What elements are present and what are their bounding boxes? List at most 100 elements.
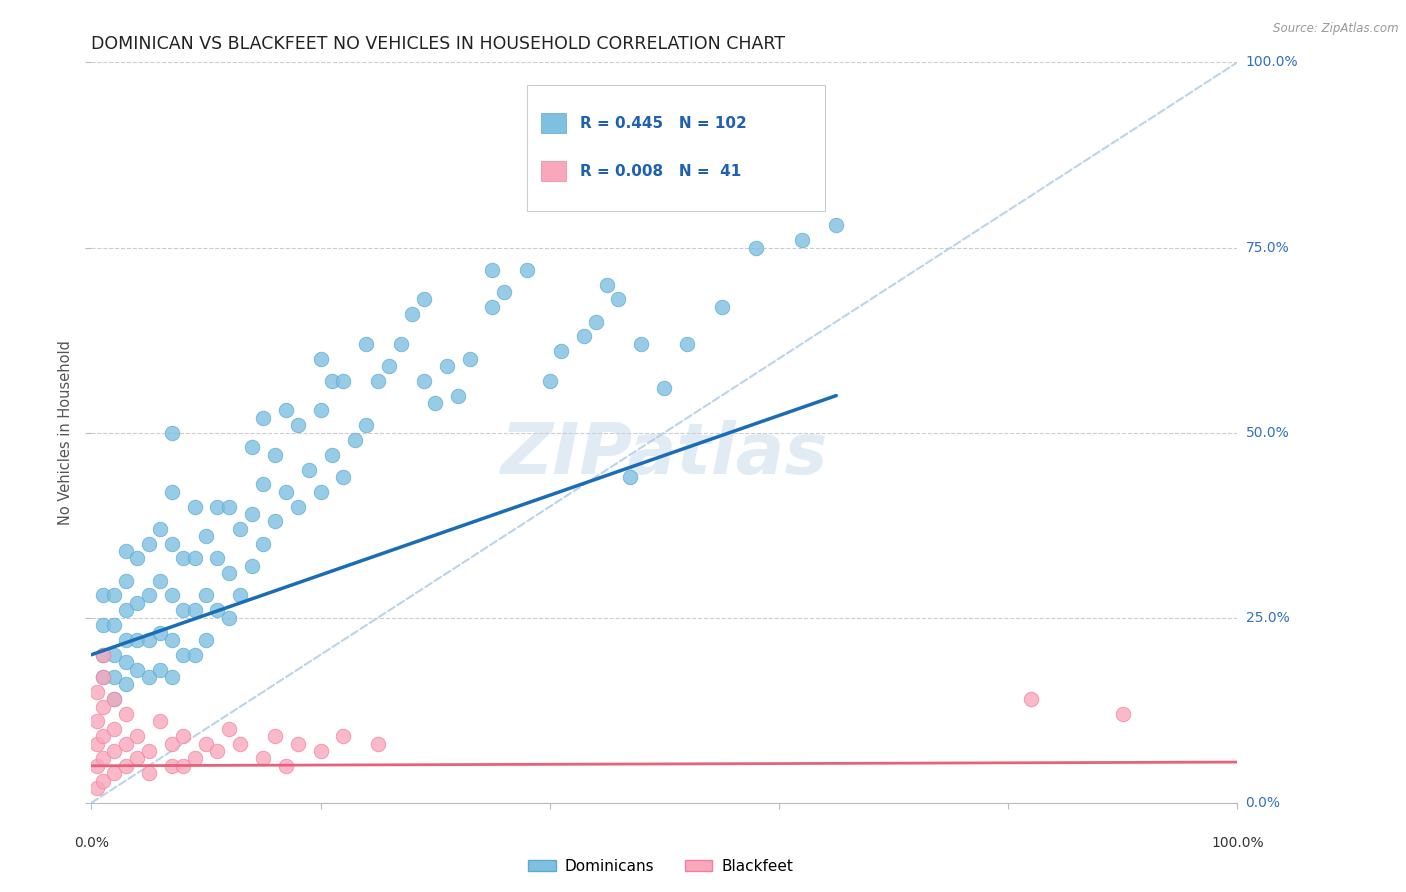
Text: ZIPatlas: ZIPatlas — [501, 420, 828, 490]
Point — [276, 403, 298, 417]
Point — [114, 677, 136, 691]
Point — [825, 219, 848, 233]
Text: Source: ZipAtlas.com: Source: ZipAtlas.com — [1274, 22, 1399, 36]
Point — [218, 610, 240, 624]
Point — [172, 603, 194, 617]
Point — [240, 441, 263, 455]
Point — [127, 632, 149, 647]
Point — [550, 344, 572, 359]
Point — [572, 329, 595, 343]
Point — [218, 500, 240, 514]
Point — [252, 536, 274, 550]
Text: 75.0%: 75.0% — [1246, 241, 1289, 254]
Point — [194, 632, 217, 647]
Point — [481, 262, 503, 277]
Point — [356, 336, 378, 351]
Point — [309, 744, 332, 758]
Point — [114, 706, 136, 721]
Point — [492, 285, 515, 299]
Point — [103, 692, 125, 706]
Point — [207, 551, 229, 566]
Point — [458, 351, 481, 366]
Point — [229, 589, 252, 603]
Point — [276, 484, 298, 499]
Point — [91, 670, 114, 684]
Text: 0.0%: 0.0% — [1246, 796, 1281, 810]
Point — [183, 500, 205, 514]
Point — [263, 448, 285, 462]
Point — [481, 300, 503, 314]
Point — [91, 618, 114, 632]
Point — [138, 632, 160, 647]
Point — [229, 522, 252, 536]
FancyBboxPatch shape — [527, 85, 825, 211]
Point — [367, 374, 389, 388]
Text: 100.0%: 100.0% — [1246, 55, 1298, 70]
Point — [172, 551, 194, 566]
Point — [91, 729, 114, 743]
Text: R = 0.445   N = 102: R = 0.445 N = 102 — [579, 115, 747, 130]
Point — [1111, 706, 1133, 721]
Point — [298, 462, 321, 476]
Point — [309, 351, 332, 366]
Point — [103, 692, 125, 706]
Point — [207, 744, 229, 758]
Point — [332, 470, 354, 484]
Point — [138, 589, 160, 603]
Point — [436, 359, 458, 373]
Point — [160, 536, 183, 550]
Point — [252, 410, 274, 425]
Point — [138, 670, 160, 684]
Point — [710, 300, 733, 314]
Text: R = 0.008   N =  41: R = 0.008 N = 41 — [579, 163, 741, 178]
Point — [332, 729, 354, 743]
Point — [630, 336, 652, 351]
Point — [309, 484, 332, 499]
Point — [127, 551, 149, 566]
Text: 50.0%: 50.0% — [1246, 425, 1289, 440]
Point — [91, 589, 114, 603]
Point — [160, 425, 183, 440]
Point — [183, 603, 205, 617]
Point — [114, 544, 136, 558]
Point — [676, 336, 699, 351]
Point — [160, 737, 183, 751]
Point — [194, 589, 217, 603]
Point — [91, 751, 114, 765]
Point — [423, 396, 446, 410]
Point — [149, 625, 172, 640]
Point — [114, 632, 136, 647]
Point — [218, 566, 240, 581]
Text: 25.0%: 25.0% — [1246, 611, 1289, 624]
Point — [91, 773, 114, 788]
Point — [149, 663, 172, 677]
Point — [127, 729, 149, 743]
Point — [1019, 692, 1042, 706]
Point — [127, 596, 149, 610]
Point — [207, 500, 229, 514]
Text: 0.0%: 0.0% — [75, 836, 108, 850]
Point — [240, 507, 263, 521]
Point — [207, 603, 229, 617]
Point — [183, 648, 205, 662]
Point — [103, 618, 125, 632]
Point — [183, 551, 205, 566]
Legend: Dominicans, Blackfeet: Dominicans, Blackfeet — [522, 853, 800, 880]
Point — [309, 403, 332, 417]
Point — [149, 522, 172, 536]
Point — [412, 293, 434, 307]
Point — [91, 648, 114, 662]
Point — [229, 737, 252, 751]
Point — [172, 648, 194, 662]
Point — [263, 515, 285, 529]
Point — [86, 714, 108, 729]
Point — [183, 751, 205, 765]
Point — [86, 758, 108, 772]
Point — [91, 699, 114, 714]
Point — [91, 670, 114, 684]
Point — [138, 744, 160, 758]
Point — [114, 737, 136, 751]
Point — [585, 314, 607, 328]
Point — [160, 589, 183, 603]
Point — [321, 374, 343, 388]
